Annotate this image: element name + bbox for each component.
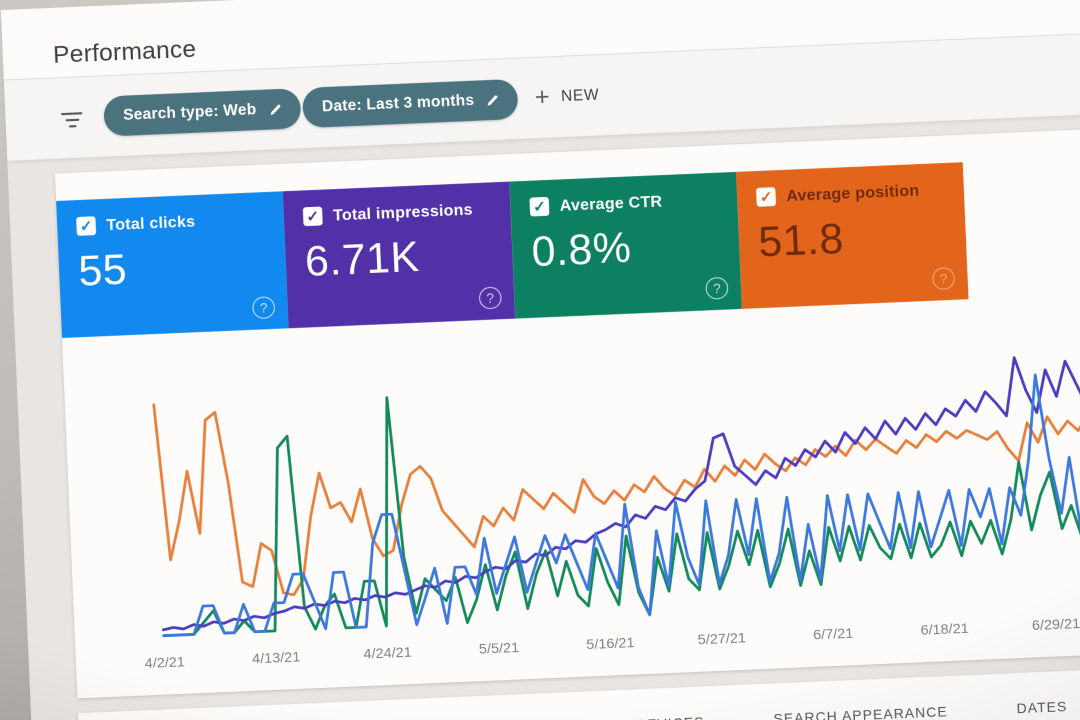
metric-value: 6.71K xyxy=(304,234,421,286)
plus-icon: + xyxy=(534,82,551,112)
metric-value: 51.8 xyxy=(757,215,845,266)
filter-bar: Search type: Web Date: Last 3 months + N… xyxy=(3,29,1080,161)
series-total-clicks xyxy=(162,373,1080,637)
chip-label: Date: Last 3 months xyxy=(321,92,475,116)
metric-card-total-impressions[interactable]: ✓ Total impressions 6.71K ? xyxy=(282,181,516,329)
help-icon[interactable]: ? xyxy=(931,267,956,291)
metric-card-total-clicks[interactable]: ✓ Total clicks 55 ? xyxy=(56,191,289,338)
x-tick-label: 4/13/21 xyxy=(251,648,301,667)
x-tick-label: 5/5/21 xyxy=(478,639,520,657)
tab-search-appearance[interactable]: SEARCH APPEARANCE xyxy=(771,697,951,720)
new-filter-label: NEW xyxy=(560,86,600,106)
metric-label: Total clicks xyxy=(106,212,196,235)
tab-dates[interactable]: DATES xyxy=(1014,692,1070,720)
date-range-chip[interactable]: Date: Last 3 months xyxy=(301,78,519,129)
x-tick-label: 4/24/21 xyxy=(363,644,413,662)
checkbox-checked-icon[interactable]: ✓ xyxy=(756,187,777,207)
series-total-impressions xyxy=(162,356,1080,632)
checkbox-checked-icon[interactable]: ✓ xyxy=(529,196,550,217)
chip-label: Search type: Web xyxy=(122,101,257,125)
metric-label: Total impressions xyxy=(332,200,474,225)
metric-label: Average position xyxy=(785,181,920,206)
help-icon[interactable]: ? xyxy=(705,276,729,300)
series-average-position xyxy=(152,403,1080,597)
help-icon[interactable]: ? xyxy=(478,286,503,310)
edit-pencil-icon xyxy=(488,94,498,106)
filter-list-icon-button[interactable] xyxy=(56,105,87,132)
line-chart xyxy=(152,331,1080,640)
checkbox-checked-icon[interactable]: ✓ xyxy=(76,216,97,236)
search-type-chip[interactable]: Search type: Web xyxy=(103,88,302,137)
x-tick-label: 5/27/21 xyxy=(697,629,747,648)
chart-svg xyxy=(152,356,1080,637)
page-title: Performance xyxy=(52,34,197,69)
x-tick-label: 5/16/21 xyxy=(585,634,635,653)
tab-devices[interactable]: DEVICES xyxy=(633,707,707,720)
x-tick-label: 6/18/21 xyxy=(920,620,970,639)
x-tick-label: 4/2/21 xyxy=(144,653,186,672)
metric-cards-row: ✓ Total clicks 55 ? ✓ Total impressions … xyxy=(55,124,1080,338)
tab-countries[interactable]: COUNTRIES xyxy=(473,713,570,720)
metric-value: 0.8% xyxy=(530,224,633,276)
new-filter-button[interactable]: + NEW xyxy=(528,78,607,115)
edit-pencil-icon xyxy=(270,104,281,115)
help-icon[interactable]: ? xyxy=(251,296,276,320)
metric-card-average-position[interactable]: ✓ Average position 51.8 ? xyxy=(736,162,969,309)
x-tick-label: 6/29/21 xyxy=(1031,615,1080,634)
filter-icon xyxy=(60,111,83,116)
metric-label: Average CTR xyxy=(559,192,663,215)
x-tick-label: 6/7/21 xyxy=(812,625,854,643)
metric-card-average-ctr[interactable]: ✓ Average CTR 0.8% ? xyxy=(509,171,742,319)
metric-value: 55 xyxy=(77,246,129,295)
performance-chart-card: ✓ Total clicks 55 ? ✓ Total impressions … xyxy=(54,124,1080,699)
checkbox-checked-icon[interactable]: ✓ xyxy=(302,206,323,227)
